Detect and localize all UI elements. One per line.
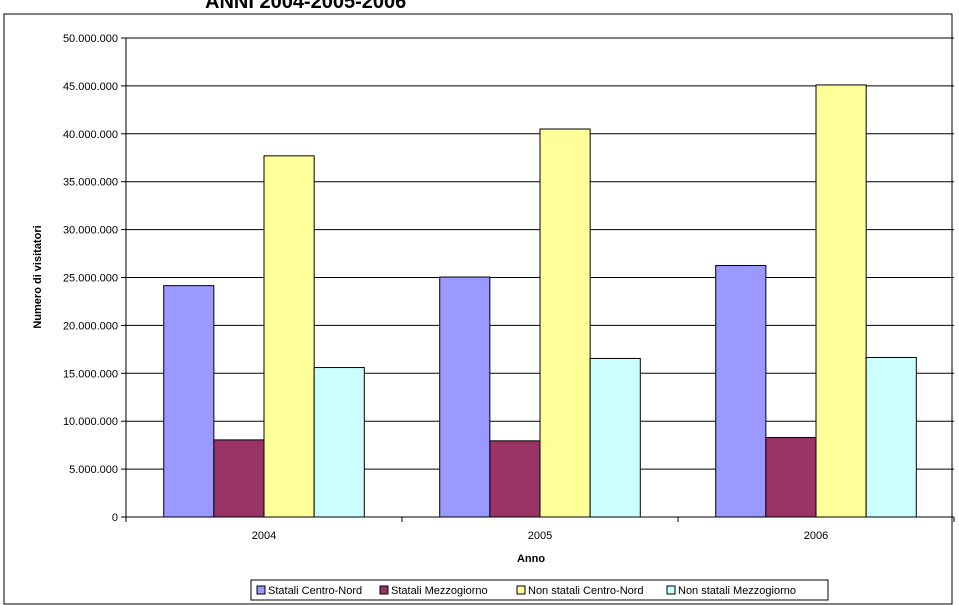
x-axis-title: Anno bbox=[517, 553, 545, 565]
x-axis-ticks: 2004 2005 2006 bbox=[125, 517, 955, 542]
y-tick-label: 40.000.000 bbox=[63, 129, 118, 141]
bar bbox=[715, 265, 767, 518]
bar bbox=[439, 276, 491, 518]
bar bbox=[313, 367, 365, 518]
y-tick-label: 5.000.000 bbox=[69, 464, 118, 476]
legend-label: Statali Mezzogiorno bbox=[391, 585, 488, 597]
legend-box bbox=[250, 579, 829, 601]
x-tick-label: 2005 bbox=[528, 530, 552, 542]
y-tick-label: 25.000.000 bbox=[63, 273, 118, 285]
y-axis-ticks: 0 5.000.000 10.000.000 15.000.000 20.000.000… bbox=[63, 33, 126, 524]
legend-swatch bbox=[516, 585, 526, 595]
legend-swatch bbox=[379, 585, 389, 595]
y-tick-label: 15.000.000 bbox=[63, 368, 118, 380]
y-tick-label: 35.000.000 bbox=[63, 177, 118, 189]
y-tick-label: 20.000.000 bbox=[63, 320, 118, 332]
bar bbox=[213, 439, 265, 518]
legend-label: Non statali Centro-Nord bbox=[528, 585, 644, 597]
bar bbox=[263, 155, 315, 518]
legend-label: Statali Centro-Nord bbox=[268, 585, 362, 597]
bar bbox=[815, 84, 867, 518]
legend-swatch bbox=[256, 585, 266, 595]
y-tick-label: 0 bbox=[112, 512, 118, 524]
bars bbox=[163, 84, 917, 518]
y-tick-label: 30.000.000 bbox=[63, 225, 118, 237]
bar bbox=[589, 357, 641, 518]
legend-label: Non statali Mezzogiorno bbox=[678, 585, 796, 597]
bar bbox=[163, 285, 215, 518]
y-axis-title: Numero di visitatori bbox=[32, 225, 44, 328]
x-tick-label: 2006 bbox=[804, 530, 828, 542]
x-tick-label: 2004 bbox=[252, 530, 276, 542]
legend: Statali Centro-Nord Statali Mezzogiorno No… bbox=[250, 579, 829, 601]
bar bbox=[539, 128, 591, 518]
y-tick-label: 45.000.000 bbox=[63, 81, 118, 93]
bar bbox=[865, 356, 917, 518]
chart-title: ANNI 2004-2005-2006 bbox=[205, 0, 406, 13]
legend-swatch bbox=[666, 585, 676, 595]
bar bbox=[489, 440, 541, 518]
y-tick-label: 10.000.000 bbox=[63, 416, 118, 428]
y-tick-label: 50.000.000 bbox=[63, 33, 118, 45]
bar bbox=[765, 436, 817, 518]
